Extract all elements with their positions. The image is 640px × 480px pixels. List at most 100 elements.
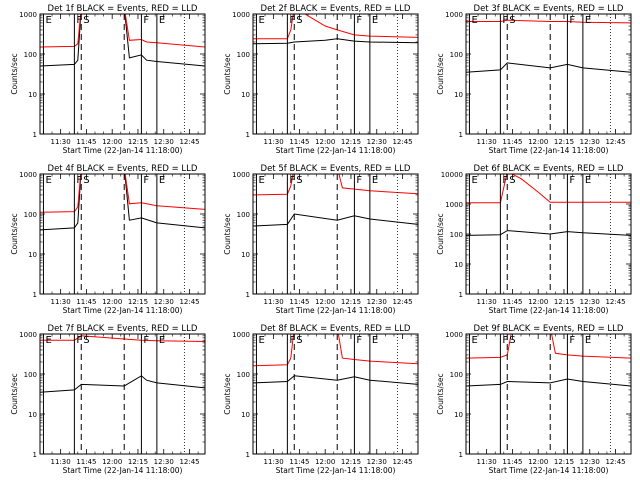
plot-frame xyxy=(252,13,419,135)
x-tick-label: 12:45 xyxy=(605,138,625,146)
series-line-lld xyxy=(253,14,418,40)
x-tick-label: 12:00 xyxy=(102,298,122,306)
x-axis-label: Start Time (22-Jan-14 11:18:00) xyxy=(489,306,609,315)
x-tick-label: 12:30 xyxy=(580,138,600,146)
series-line-lld xyxy=(466,334,631,359)
interval-marker-label: S xyxy=(83,15,89,26)
x-tick-label: 12:45 xyxy=(392,138,412,146)
y-tick-label: 100 xyxy=(450,371,463,379)
interval-marker-label: E xyxy=(45,335,51,346)
x-tick-label: 12:00 xyxy=(528,138,548,146)
series-line-events xyxy=(40,174,205,231)
series-line-events xyxy=(466,62,631,73)
y-tick-label: 1000 xyxy=(19,331,37,339)
x-tick-label: 11:30 xyxy=(51,298,71,306)
x-tick-label: 11:30 xyxy=(264,298,284,306)
y-axis-label: Counts/sec xyxy=(436,213,445,254)
x-tick-label: 11:30 xyxy=(477,138,497,146)
x-tick-label: 12:30 xyxy=(367,298,387,306)
y-axis-label: Counts/sec xyxy=(223,373,232,414)
y-tick-label: 1000 xyxy=(232,171,250,179)
x-tick-label: 11:30 xyxy=(51,138,71,146)
x-axis-label: Start Time (22-Jan-14 11:18:00) xyxy=(489,146,609,155)
x-tick-label: 12:15 xyxy=(554,298,574,306)
interval-marker-label: E xyxy=(159,175,165,186)
x-tick-label: 12:15 xyxy=(341,458,361,466)
x-tick-label: 12:00 xyxy=(102,138,122,146)
x-tick-label: 12:15 xyxy=(128,298,148,306)
series-line-lld xyxy=(40,14,205,48)
y-axis-label: Counts/sec xyxy=(223,213,232,254)
chart-panel-9: Det 9f BLACK = Events, RED = LLD 1 10 100 10… xyxy=(436,324,632,475)
y-tick-label: 100 xyxy=(24,51,37,59)
y-tick-label: 100 xyxy=(24,371,37,379)
x-tick-label: 12:30 xyxy=(367,138,387,146)
plot-frame xyxy=(39,333,206,455)
x-tick-label: 12:00 xyxy=(528,458,548,466)
interval-marker-label: S xyxy=(509,15,515,26)
y-tick-label: 1 xyxy=(459,131,463,139)
x-tick-label: 12:30 xyxy=(580,458,600,466)
interval-marker-label: F xyxy=(289,175,295,186)
x-tick-label: 12:00 xyxy=(315,458,335,466)
x-tick-label: 12:15 xyxy=(554,458,574,466)
chart-title: Det 9f BLACK = Events, RED = LLD xyxy=(474,324,624,334)
y-axis-label: Counts/sec xyxy=(10,373,19,414)
x-tick-label: 12:15 xyxy=(341,298,361,306)
x-tick-label: 12:00 xyxy=(315,298,335,306)
chart-title: Det 5f BLACK = Events, RED = LLD xyxy=(261,164,411,174)
y-tick-label: 1000 xyxy=(445,331,463,339)
x-tick-label: 12:30 xyxy=(367,458,387,466)
y-tick-label: 1 xyxy=(33,291,37,299)
y-tick-label: 100 xyxy=(237,371,250,379)
series-line-lld xyxy=(253,334,418,367)
x-tick-label: 12:15 xyxy=(128,138,148,146)
x-tick-label: 11:30 xyxy=(264,458,284,466)
x-tick-label: 11:45 xyxy=(289,458,309,466)
chart-panel-8: Det 8f BLACK = Events, RED = LLD 1 10 100 10… xyxy=(223,324,419,475)
y-tick-label: 1000 xyxy=(445,201,463,209)
x-tick-label: 11:45 xyxy=(502,458,522,466)
x-axis-label: Start Time (22-Jan-14 11:18:00) xyxy=(276,306,396,315)
interval-marker-label: E xyxy=(585,15,591,26)
interval-marker-label: S xyxy=(509,175,515,186)
interval-marker-label: S xyxy=(83,335,89,346)
interval-marker-label: F xyxy=(143,175,149,186)
interval-marker-label: F xyxy=(356,335,362,346)
x-tick-label: 11:30 xyxy=(477,298,497,306)
y-tick-label: 10 xyxy=(454,411,463,419)
interval-marker-label: S xyxy=(83,175,89,186)
x-axis-label: Start Time (22-Jan-14 11:18:00) xyxy=(63,146,183,155)
x-tick-label: 12:15 xyxy=(128,458,148,466)
x-tick-label: 12:30 xyxy=(154,458,174,466)
interval-marker-label: E xyxy=(471,15,477,26)
y-tick-label: 100 xyxy=(450,51,463,59)
interval-marker-label: F xyxy=(143,15,149,26)
series-line-lld xyxy=(40,174,205,213)
x-tick-label: 12:00 xyxy=(102,458,122,466)
interval-marker-label: E xyxy=(258,175,264,186)
chart-panel-3: Det 3f BLACK = Events, RED = LLD 1 10 100 10… xyxy=(436,4,632,155)
y-tick-label: 10 xyxy=(28,91,37,99)
interval-marker-label: F xyxy=(569,175,575,186)
plot-frame xyxy=(465,173,632,295)
series-line-events xyxy=(466,378,631,387)
x-tick-label: 11:45 xyxy=(502,138,522,146)
chart-panel-1: Det 1f BLACK = Events, RED = LLD 1 10 100 10… xyxy=(10,4,206,155)
x-tick-label: 11:30 xyxy=(264,138,284,146)
interval-marker-label: E xyxy=(258,15,264,26)
x-tick-label: 12:45 xyxy=(605,458,625,466)
y-tick-label: 1 xyxy=(459,291,463,299)
y-tick-label: 10 xyxy=(454,91,463,99)
plot-frame xyxy=(39,173,206,295)
x-tick-label: 12:45 xyxy=(392,298,412,306)
interval-marker-label: S xyxy=(296,175,302,186)
chart-panel-4: Det 4f BLACK = Events, RED = LLD 1 10 100 10… xyxy=(10,164,206,315)
y-axis-label: Counts/sec xyxy=(223,53,232,94)
y-tick-label: 10 xyxy=(241,251,250,259)
y-axis-label: Counts/sec xyxy=(436,53,445,94)
interval-marker-label: S xyxy=(296,335,302,346)
y-tick-label: 1000 xyxy=(445,11,463,19)
x-axis-label: Start Time (22-Jan-14 11:18:00) xyxy=(489,466,609,475)
